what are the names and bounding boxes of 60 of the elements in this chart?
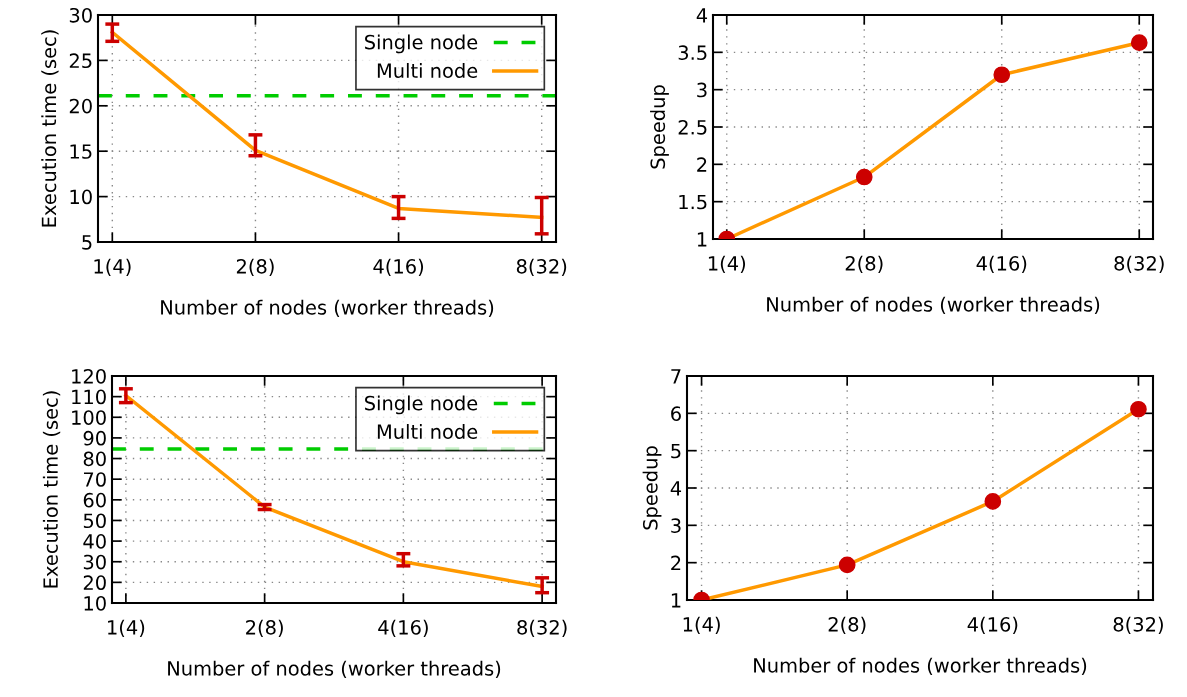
y-axis-title: Execution time (sec) xyxy=(42,391,61,588)
y-tick-label: 2 xyxy=(697,157,707,172)
legend-label: Single node xyxy=(365,34,478,54)
x-tick-label: 4(16) xyxy=(373,258,424,277)
y-tick-label: 20 xyxy=(69,98,92,114)
y-tick-label: 2 xyxy=(671,555,681,571)
y-tick-label: 6 xyxy=(671,406,681,421)
x-tick-label: 2(8) xyxy=(845,255,883,274)
y-tick-label: 10 xyxy=(84,595,106,611)
y-tick-label: 120 xyxy=(72,368,106,384)
y-tick-label: 40 xyxy=(83,534,106,549)
x-axis-title: Number of nodes (worker threads) xyxy=(754,657,1087,676)
x-tick-label: 2(8) xyxy=(236,258,274,277)
y-tick-label: 1 xyxy=(671,593,681,608)
y-tick-label: 60 xyxy=(83,492,106,508)
x-tick-label: 4(16) xyxy=(378,619,428,638)
x-tick-label: 8(32) xyxy=(1114,255,1164,274)
x-tick-label: 1(4) xyxy=(94,258,131,277)
y-tick-label: 3.5 xyxy=(678,45,707,60)
x-tick-label: 1(4) xyxy=(108,619,145,638)
y-tick-label: 20 xyxy=(83,575,106,591)
x-tick-label: 1(4) xyxy=(683,616,720,635)
x-tick-label: 8(32) xyxy=(517,619,567,638)
x-tick-label: 8(32) xyxy=(1113,616,1163,635)
y-tick-label: 30 xyxy=(83,554,106,570)
y-axis-title: Speedup xyxy=(642,446,662,530)
y-tick-label: 1 xyxy=(697,232,707,247)
x-axis-title: Number of nodes (worker threads) xyxy=(161,299,494,318)
legend-label: Single node xyxy=(365,395,478,415)
y-tick-label: 4 xyxy=(670,481,682,496)
y-tick-label: 2.5 xyxy=(678,119,707,135)
y-tick-label: 3 xyxy=(697,82,707,98)
y-tick-label: 5 xyxy=(82,235,92,250)
y-tick-label: 15 xyxy=(70,144,92,159)
x-tick-label: 8(32) xyxy=(516,258,567,277)
legend-label: Multi node xyxy=(377,423,478,440)
x-tick-label: 2(8) xyxy=(246,619,283,638)
x-axis-title: Number of nodes (worker threads) xyxy=(168,660,501,679)
x-tick-label: 4(16) xyxy=(976,255,1027,274)
y-tick-label: 100 xyxy=(72,410,106,425)
legend-label: Multi node xyxy=(377,62,478,79)
y-axis-title: Execution time (sec) xyxy=(41,30,59,227)
y-tick-label: 90 xyxy=(83,430,106,446)
y-tick-label: 25 xyxy=(69,53,92,69)
x-tick-label: 4(16) xyxy=(967,616,1018,635)
y-tick-label: 50 xyxy=(83,513,106,529)
y-tick-label: 70 xyxy=(83,472,106,487)
x-axis-title: Number of nodes (worker threads) xyxy=(767,296,1100,315)
y-tick-label: 110 xyxy=(72,389,106,405)
y-tick-label: 10 xyxy=(70,189,92,205)
x-tick-label: 2(8) xyxy=(828,616,866,635)
x-tick-label: 1(4) xyxy=(708,255,746,274)
y-tick-label: 1.5 xyxy=(679,194,707,210)
y-tick-label: 3 xyxy=(671,518,681,533)
y-tick-label: 80 xyxy=(83,451,106,467)
y-tick-label: 7 xyxy=(671,369,681,384)
y-tick-label: 30 xyxy=(69,7,92,23)
y-tick-label: 4 xyxy=(696,8,708,23)
y-tick-label: 5 xyxy=(671,443,681,459)
y-axis-title: Speedup xyxy=(650,85,669,169)
